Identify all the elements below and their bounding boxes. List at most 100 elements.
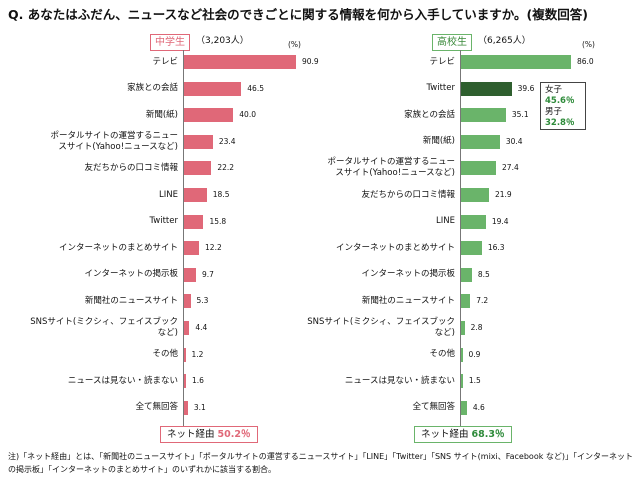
unit-label-high-school: (%): [582, 40, 595, 49]
bar: [184, 347, 186, 362]
bar: [184, 161, 212, 176]
value-label: 90.9: [302, 57, 319, 66]
category-label: テレビ: [152, 57, 178, 68]
category-label: 新聞社のニュースサイト: [362, 296, 455, 307]
category-label-line: 全て無回答: [135, 402, 178, 413]
category-label: LINE: [436, 216, 455, 227]
footnote: 注)「ネット経由」とは、「新聞社のニュースサイト」「ポータルサイトの運営するニュ…: [8, 452, 634, 474]
category-label-line: 新聞(紙): [145, 109, 178, 120]
category-label-line: スサイト(Yahoo!ニュースなど): [58, 141, 178, 152]
category-label-line: その他: [152, 349, 178, 360]
bar: [461, 188, 489, 202]
bar: [461, 374, 463, 389]
category-label: SNSサイト(ミクシィ、フェイスブック など): [30, 317, 178, 339]
category-label: 友だちからの口コミ情報: [361, 190, 455, 201]
category-label-line: 新聞(紙): [422, 136, 455, 147]
category-label: SNSサイト(ミクシィ、フェイスブック など): [307, 317, 455, 339]
callout-male-label: 男子: [545, 107, 563, 117]
value-label: 40.0: [239, 110, 256, 120]
value-label: 9.7: [201, 269, 214, 279]
value-label: 30.4: [505, 136, 523, 146]
unit-label-junior-high: (%): [288, 40, 301, 49]
category-label: インターネットのまとめサイト: [336, 243, 455, 254]
value-label: 5.3: [196, 296, 209, 306]
net-total-high-school: ネット経由 68.3％: [414, 426, 512, 443]
category-label-line: インターネットの掲示板: [361, 269, 455, 280]
category-label: 全て無回答: [412, 402, 455, 413]
category-label: インターネットの掲示板: [361, 269, 455, 280]
value-label: 1.5: [468, 376, 481, 386]
value-label: 4.4: [195, 323, 208, 332]
category-label-line: SNSサイト(ミクシィ、フェイスブック: [307, 317, 455, 327]
bar: [184, 188, 207, 202]
value-label: 0.9: [468, 349, 481, 359]
value-label: 4.6: [472, 402, 485, 412]
category-label-line: インターネットのまとめサイト: [335, 242, 455, 253]
category-label-line: 友だちからの口コミ情報: [361, 189, 455, 200]
category-label: 全て無回答: [135, 402, 178, 413]
bar: [461, 347, 463, 362]
value-label: 15.8: [209, 216, 227, 226]
bar: [461, 161, 497, 176]
category-label-line: 友だちからの口コミ情報: [84, 162, 178, 173]
net-value: 68.3％: [471, 429, 505, 440]
category-label-line: インターネットの掲示板: [84, 269, 178, 280]
value-label: 1.6: [191, 376, 204, 386]
bar: [184, 55, 296, 69]
bar: [461, 400, 467, 415]
value-label: 22.2: [217, 163, 235, 173]
category-label-line: 家族との会話: [127, 83, 178, 94]
group-count-high-school: （6,265人）: [478, 36, 531, 46]
category-label: Twitter: [150, 216, 179, 227]
value-label: 39.6: [517, 83, 535, 93]
category-label-line: インターネットのまとめサイト: [58, 242, 178, 253]
category-label-line: 家族との会話: [404, 109, 455, 120]
category-label-line: 全て無回答: [412, 402, 455, 413]
junior-high-chart: 中学生 （3,203人） (%) テレビ 90.9 家族との会話 46.5 新聞(紙) 4…: [0, 28, 319, 448]
value-label: 23.4: [218, 136, 236, 146]
value-label: 21.9: [495, 190, 512, 199]
category-label-line: LINE: [159, 189, 178, 200]
bar: [184, 400, 188, 415]
callout-female-label: 女子: [545, 85, 563, 95]
group-label-junior-high: 中学生: [150, 34, 190, 51]
category-label: ニュースは見ない・読まない: [345, 376, 455, 387]
value-label: 12.2: [205, 243, 222, 253]
group-label-high-school: 高校生: [432, 34, 472, 51]
value-label: 3.1: [193, 402, 206, 412]
category-label-line: Twitter: [426, 83, 456, 94]
category-label: 家族との会話: [404, 110, 455, 121]
category-label: 新聞社のニュースサイト: [85, 296, 178, 307]
category-label: 家族との会話: [127, 83, 178, 94]
high-school-chart: 高校生 （6,265人） (%) テレビ 86.0 Twitter 39.6 家族との会…: [307, 28, 637, 448]
bar: [461, 108, 506, 123]
net-label: ネット経由: [421, 429, 469, 440]
y-axis-junior-high: [183, 50, 184, 442]
category-label: テレビ: [429, 57, 455, 68]
category-label: Twitter: [427, 83, 456, 94]
category-label-line: ニュースは見ない・読まない: [67, 375, 178, 386]
value-label: 8.5: [477, 269, 490, 279]
bar: [184, 374, 186, 389]
group-count-junior-high: （3,203人）: [196, 36, 249, 46]
y-axis-high-school: [460, 50, 461, 442]
bar: [461, 241, 482, 256]
category-label: 新聞(紙): [423, 136, 455, 147]
bar: [461, 294, 471, 309]
net-label: ネット経由: [167, 429, 215, 440]
category-label-line: スサイト(Yahoo!ニュースなど): [335, 168, 455, 179]
value-label: 2.8: [470, 323, 483, 332]
category-label-line: ポータルサイトの運営するニュー: [327, 157, 455, 168]
net-total-junior-high: ネット経由 50.2％: [160, 426, 258, 443]
bar: [461, 55, 571, 69]
bar: [184, 81, 242, 96]
category-label-line: SNSサイト(ミクシィ、フェイスブック: [30, 317, 178, 327]
chart-title: Q. あなたはふだん、ニュースなど社会のできごとに関する情報を何から入手していま…: [8, 7, 588, 22]
twitter-gender-callout: 女子 45.6％ 男子 32.8％: [540, 82, 586, 130]
value-label: 35.1: [511, 110, 529, 120]
category-label: ニュースは見ない・読まない: [68, 376, 178, 387]
category-label-line: など): [434, 328, 455, 338]
value-label: 27.4: [502, 163, 519, 173]
value-label: 16.3: [487, 243, 505, 253]
category-label: インターネットのまとめサイト: [59, 243, 178, 254]
